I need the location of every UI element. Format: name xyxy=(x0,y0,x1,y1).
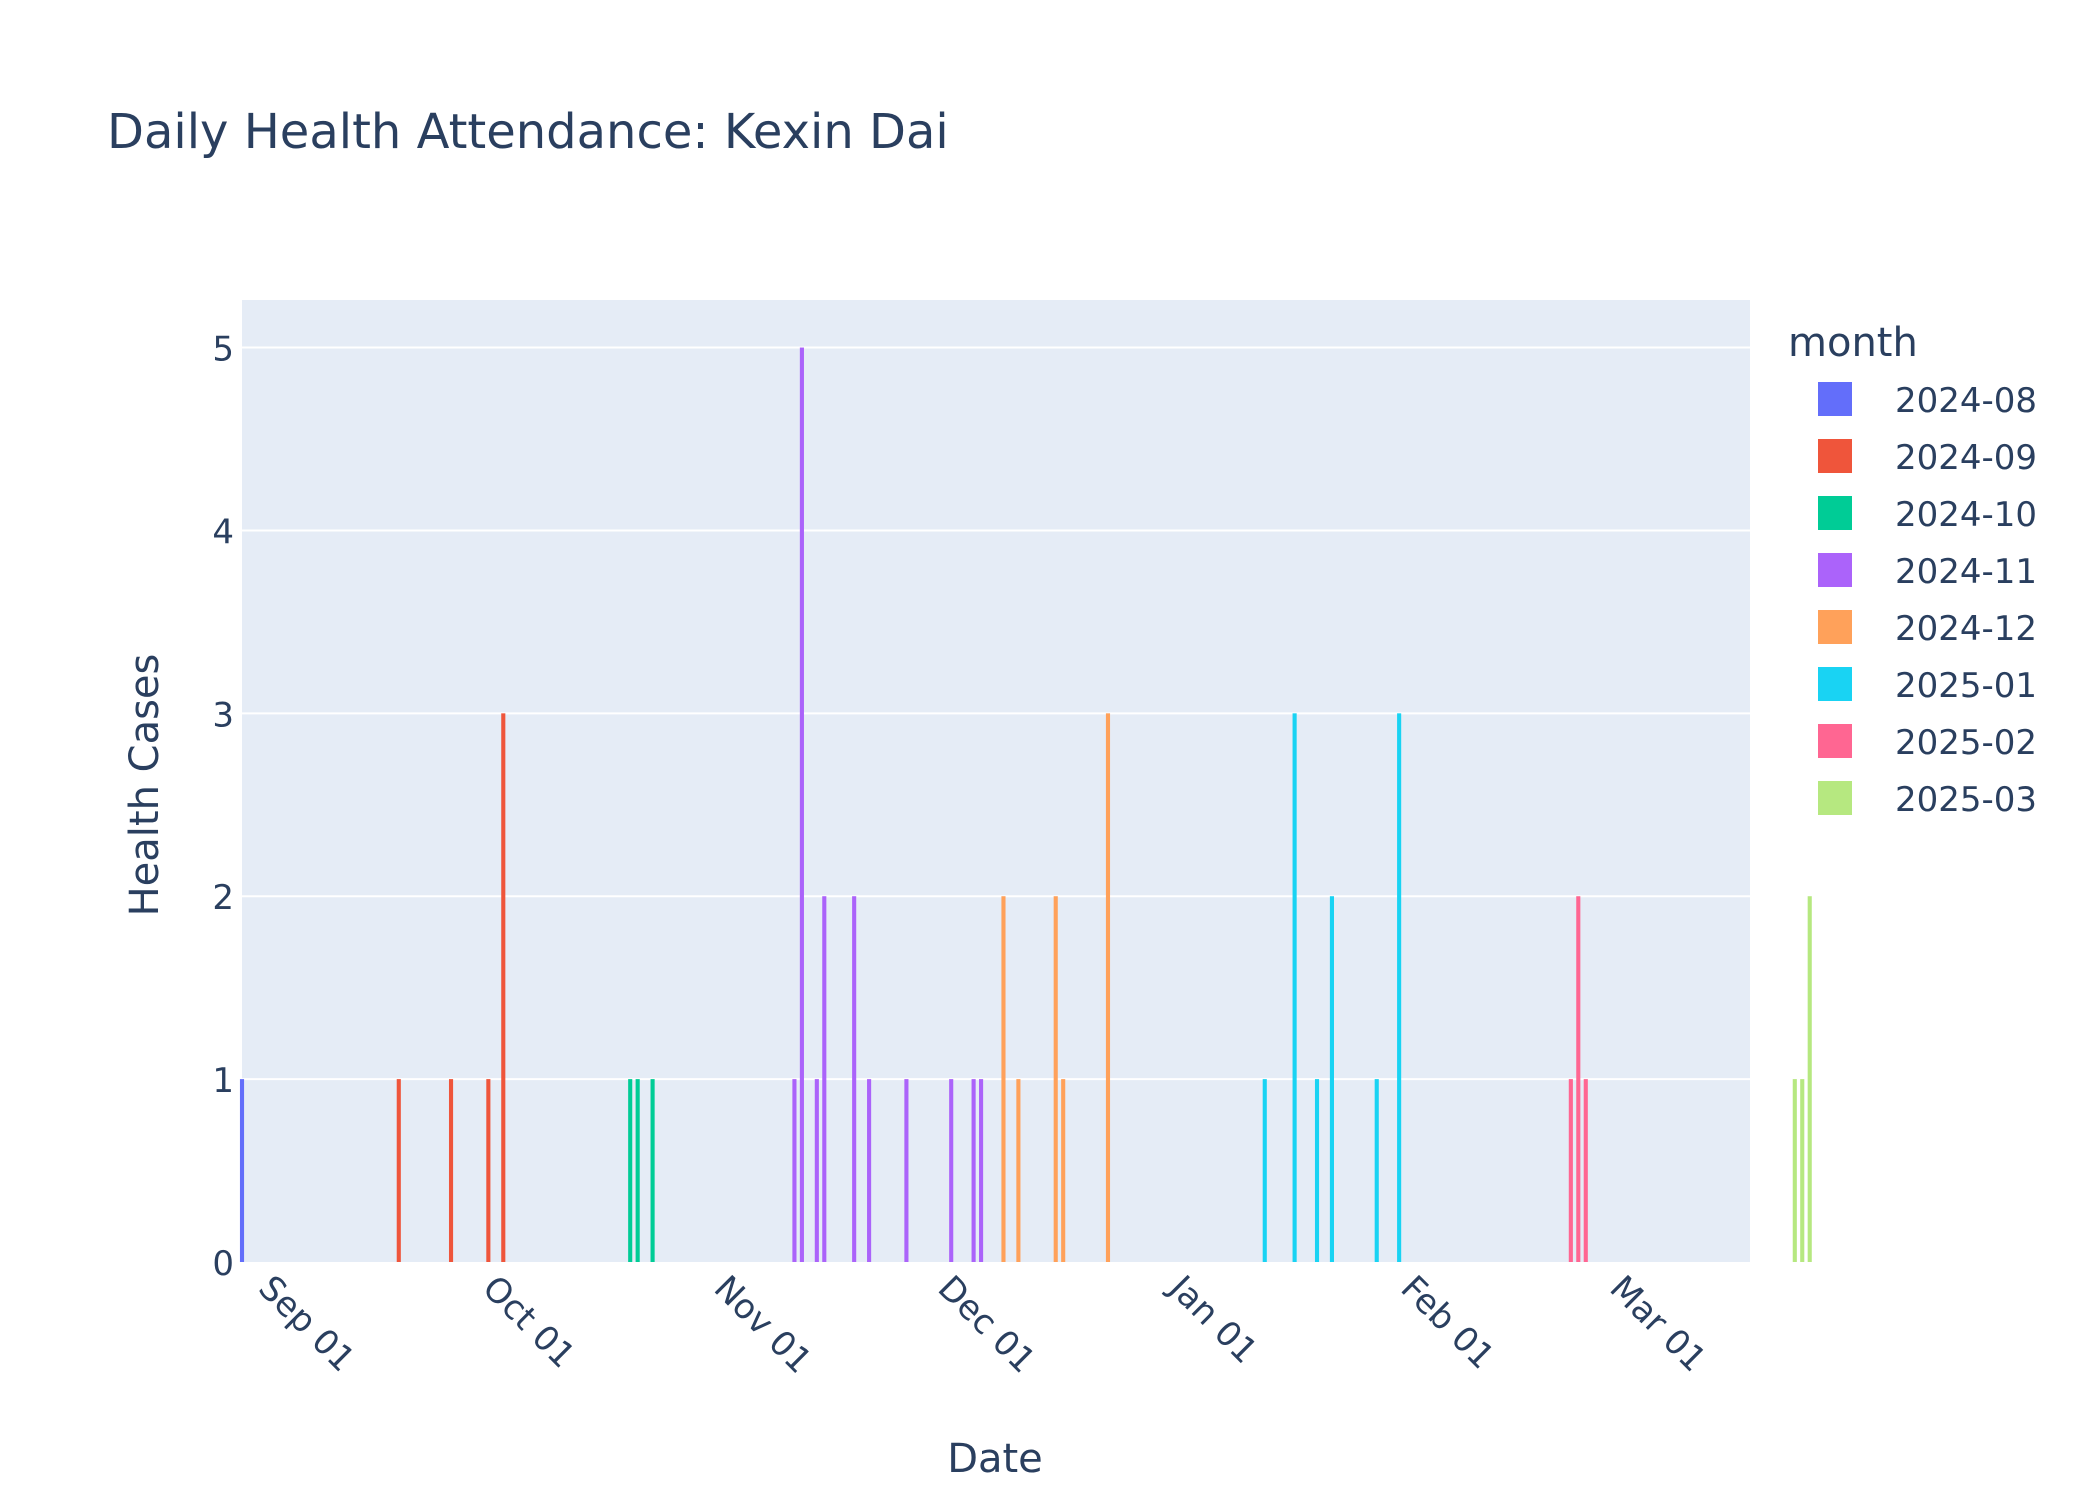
bar xyxy=(1262,1079,1267,1262)
x-tick-label: Sep 01 xyxy=(251,1268,363,1380)
bar xyxy=(971,1079,976,1262)
y-axis: 0 1 2 3 4 5 xyxy=(212,330,234,1284)
legend-item-label: 2024-10 xyxy=(1895,495,2037,535)
bar xyxy=(1001,896,1006,1262)
grid-lines xyxy=(242,346,1750,1081)
y-tick-label: 3 xyxy=(212,695,234,735)
legend-swatch xyxy=(1818,382,1852,416)
bar xyxy=(448,1079,454,1262)
bar xyxy=(396,1079,401,1262)
legend-swatch xyxy=(1818,724,1852,758)
bar xyxy=(1568,1079,1573,1262)
bar xyxy=(1105,713,1111,1262)
bar xyxy=(814,1079,819,1262)
legend-title: month xyxy=(1788,320,1918,366)
legend-item-label: 2025-03 xyxy=(1895,780,2037,820)
y-tick-label: 2 xyxy=(212,878,234,918)
bar xyxy=(822,896,827,1262)
legend-swatch xyxy=(1818,553,1852,587)
legend-item-label: 2024-11 xyxy=(1895,552,2037,592)
y-tick-label: 1 xyxy=(212,1061,234,1101)
bar xyxy=(1053,896,1058,1262)
x-tick-label: Oct 01 xyxy=(475,1268,583,1376)
y-tick-label: 4 xyxy=(212,512,234,552)
legend-item-label: 2024-08 xyxy=(1895,381,2037,421)
bar xyxy=(501,713,506,1262)
bar xyxy=(1397,713,1402,1262)
bar xyxy=(1329,896,1334,1262)
bar xyxy=(1061,1079,1066,1262)
y-tick-label: 5 xyxy=(212,330,234,370)
legend-item-label: 2024-12 xyxy=(1895,609,2037,649)
bar xyxy=(1016,1079,1021,1262)
y-axis-title: Health Cases xyxy=(122,654,168,917)
bar xyxy=(1374,1079,1379,1262)
legend-swatch xyxy=(1818,667,1852,701)
bar xyxy=(949,1079,954,1262)
legend: 2024-08 2024-09 2024-10 2024-11 2024-12 2025-… xyxy=(1818,381,2037,820)
y-tick-label: 0 xyxy=(212,1244,234,1284)
legend-item-label: 2024-09 xyxy=(1895,438,2037,478)
bars xyxy=(239,347,1812,1262)
x-tick-label: Mar 01 xyxy=(1602,1268,1714,1380)
bar xyxy=(1807,896,1812,1262)
bar xyxy=(852,896,857,1262)
bar xyxy=(628,1079,633,1262)
legend-item-label: 2025-02 xyxy=(1895,723,2037,763)
bar xyxy=(867,1079,872,1262)
bar xyxy=(1792,1079,1797,1262)
x-tick-label: Nov 01 xyxy=(706,1268,819,1381)
legend-swatch xyxy=(1818,610,1852,644)
bar xyxy=(650,1079,655,1262)
bar xyxy=(792,1079,797,1262)
chart-title: Daily Health Attendance: Kexin Dai xyxy=(107,104,949,160)
bar xyxy=(979,1079,984,1262)
bar xyxy=(904,1079,909,1262)
legend-swatch xyxy=(1818,496,1852,530)
x-tick-label: Feb 01 xyxy=(1393,1268,1502,1377)
bar xyxy=(1314,1079,1320,1262)
x-tick-label: Jan 01 xyxy=(1160,1267,1265,1372)
bar xyxy=(1576,896,1581,1262)
bar xyxy=(1292,713,1297,1262)
x-axis: Sep 01 Oct 01 Nov 01 Dec 01 Jan 01 Feb 01 Mar … xyxy=(251,1267,1714,1382)
x-axis-title: Date xyxy=(947,1436,1043,1482)
bar xyxy=(486,1079,491,1262)
bar xyxy=(635,1079,640,1262)
plot-area xyxy=(242,300,1750,1262)
bar xyxy=(1583,1079,1588,1262)
legend-swatch xyxy=(1818,439,1852,473)
bar xyxy=(799,347,804,1262)
legend-swatch xyxy=(1818,781,1852,815)
bar xyxy=(239,1079,245,1262)
legend-item-label: 2025-01 xyxy=(1895,666,2037,706)
x-tick-label: Dec 01 xyxy=(930,1268,1043,1381)
bar xyxy=(1800,1079,1805,1262)
